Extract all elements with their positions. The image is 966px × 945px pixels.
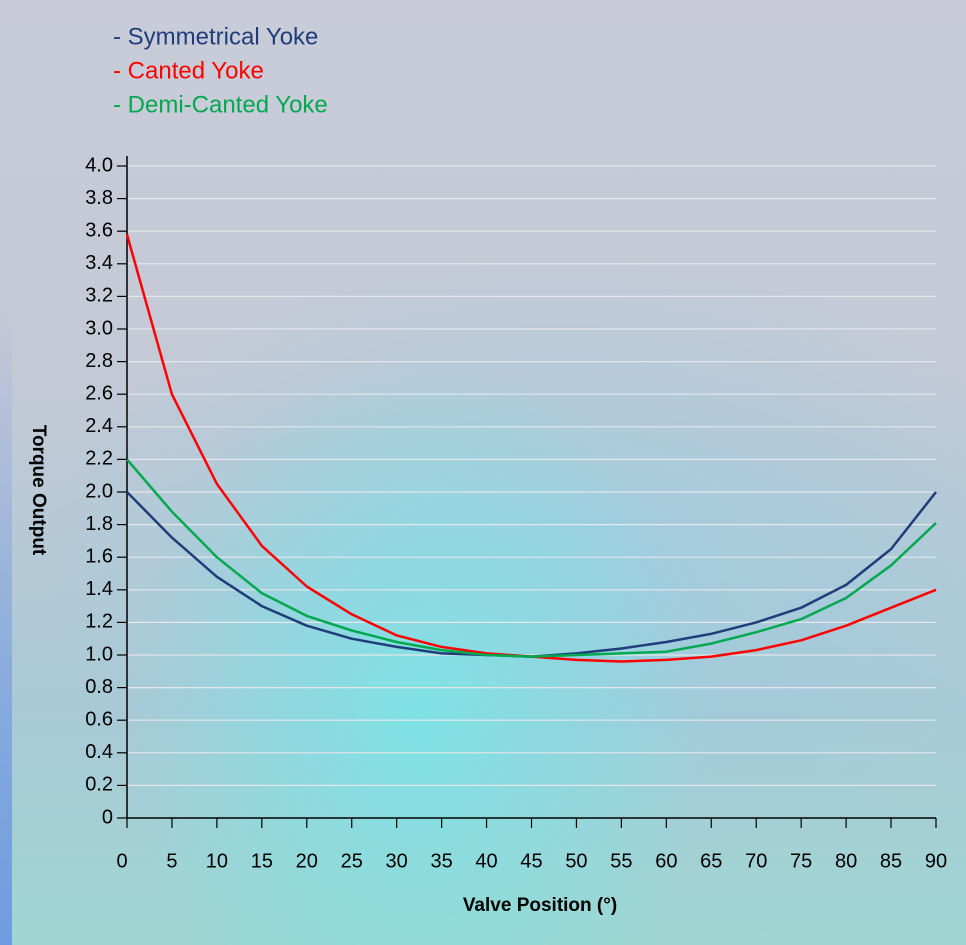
y-tick-label: 0.8 (85, 676, 113, 698)
x-tick-label: 70 (745, 850, 767, 872)
y-tick-label: 4.0 (85, 154, 113, 176)
x-tick-label: 80 (835, 850, 857, 872)
y-tick-label: 1.2 (85, 611, 113, 633)
x-tick-label: 0 (116, 850, 127, 872)
y-tick-label: 1.4 (85, 578, 113, 600)
legend-label: - Canted Yoke (113, 57, 264, 84)
y-axis-title: Torque Output (28, 425, 49, 556)
legend-label: - Symmetrical Yoke (113, 23, 318, 50)
x-tick-label: 55 (610, 850, 632, 872)
y-tick-label: 2.4 (85, 415, 113, 437)
y-tick-label: 1.8 (85, 513, 113, 535)
data-line (126, 458, 937, 658)
x-tick-label: 40 (475, 850, 497, 872)
y-tick-label: 3.0 (85, 317, 113, 339)
data-line (126, 491, 937, 658)
y-tick-label: 1.0 (85, 643, 113, 665)
y-tick-label: 3.6 (85, 219, 113, 241)
x-tick-label: 85 (880, 850, 902, 872)
x-tick-label: 20 (296, 850, 318, 872)
x-tick-label: 50 (565, 850, 587, 872)
y-tick-label: 0.4 (85, 741, 113, 763)
x-tick-label: 30 (386, 850, 408, 872)
x-axis-title: Valve Position (°) (463, 895, 617, 916)
y-tick-label: 1.6 (85, 545, 113, 567)
y-tick-label: 2.6 (85, 382, 113, 404)
y-tick-label: 2.0 (85, 480, 113, 502)
background-edge (0, 300, 12, 945)
legend-label: - Demi-Canted Yoke (113, 91, 328, 118)
y-tick-label: 0.6 (85, 708, 113, 730)
x-tick-label: 10 (206, 850, 228, 872)
x-tick-label: 5 (166, 850, 177, 872)
x-tick-label: 25 (341, 850, 363, 872)
y-tick-label: 2.8 (85, 350, 113, 372)
y-tick-label: 0 (102, 806, 113, 828)
x-tick-label: 65 (700, 850, 722, 872)
x-tick-label: 60 (655, 850, 677, 872)
y-tick-label: 3.4 (85, 252, 113, 274)
y-tick-label: 2.2 (85, 448, 113, 470)
x-tick-label: 45 (520, 850, 542, 872)
y-tick-label: 0.2 (85, 774, 113, 796)
x-tick-label: 15 (251, 850, 273, 872)
x-tick-label: 75 (790, 850, 812, 872)
x-tick-label: 35 (430, 850, 452, 872)
y-tick-label: 3.2 (85, 285, 113, 307)
x-tick-label: 90 (925, 850, 947, 872)
y-tick-label: 3.8 (85, 187, 113, 209)
